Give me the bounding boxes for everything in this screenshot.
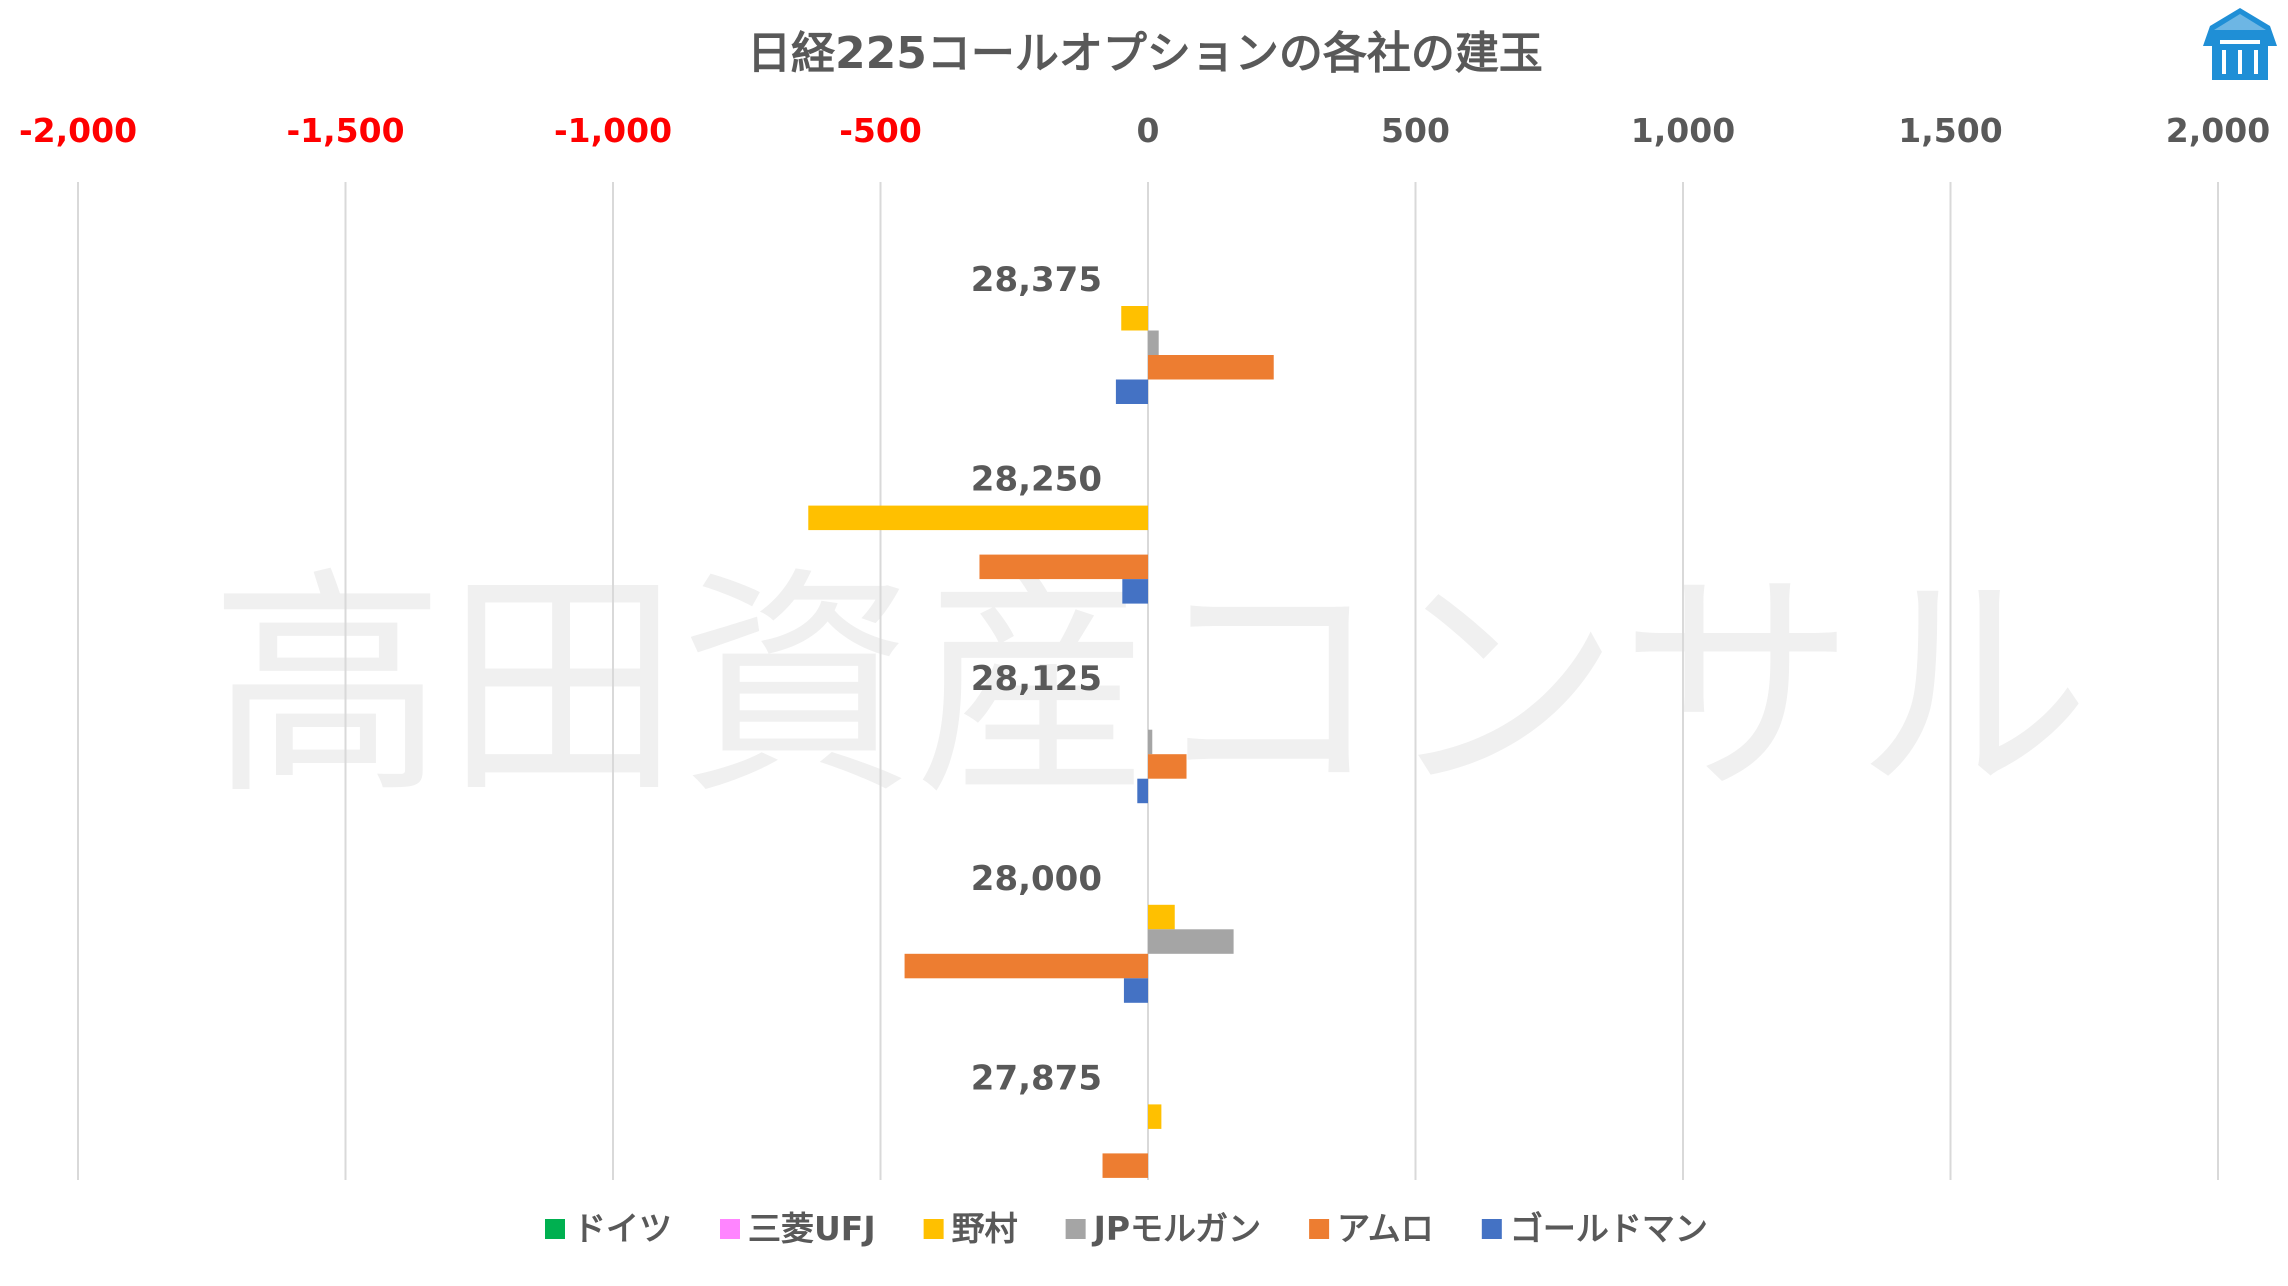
legend-label: ドイツ [573,1209,672,1248]
x-tick-label: -500 [839,111,922,150]
legend-label: 野村 [952,1209,1018,1248]
x-tick-label: -1,000 [554,111,672,150]
bar [1148,355,1274,380]
logo-icon [2203,8,2277,80]
category-label: 28,250 [971,460,1102,500]
x-tick-label: 1,500 [1898,111,2002,150]
bar [1148,330,1159,355]
bar [1148,929,1234,954]
bar [1123,978,1148,1003]
legend-swatch [1065,1219,1086,1239]
legend-swatch [1309,1219,1330,1239]
logo-pillar [2238,50,2242,74]
legend-swatch [720,1219,740,1239]
legend-label: 三菱UFJ [748,1209,876,1248]
logo-bar [2220,40,2260,44]
logo-pillar [2254,50,2258,74]
bar [979,554,1148,580]
watermark-text: 高田資産コンサル [210,547,2090,827]
category-label: 27,875 [971,1058,1102,1098]
bar [808,505,1148,531]
logo-pillar [2222,50,2226,74]
bar [1148,729,1153,755]
category-label: 28,125 [971,659,1102,699]
legend-swatch [545,1219,565,1239]
bar [904,953,1148,979]
bar [1148,754,1187,779]
bar [1115,379,1148,404]
bar [1148,904,1175,930]
bar [1102,1153,1148,1178]
x-tick-label: 500 [1381,111,1450,150]
bar [1137,778,1148,804]
bar [1121,306,1148,331]
x-tick-label: -1,500 [286,111,404,150]
x-tick-label: 2,000 [2166,111,2270,150]
category-label: 28,000 [971,859,1102,899]
chart-title: 日経225コールオプションの各社の建玉 [747,28,1543,79]
legend-label: JPモルガン [1092,1209,1261,1248]
x-tick-label: -2,000 [19,111,137,150]
category-label: 28,375 [971,260,1102,300]
bar [1122,579,1148,604]
legend-swatch [1481,1219,1502,1239]
x-tick-label: 1,000 [1631,111,1735,150]
legend-swatch [923,1219,944,1239]
bar [1148,1104,1162,1129]
legend-label: アムロ [1337,1209,1434,1248]
logo-roof-highlight [2214,14,2266,30]
legend-label: ゴールドマン [1510,1209,1708,1248]
x-tick-label: 0 [1137,111,1160,150]
